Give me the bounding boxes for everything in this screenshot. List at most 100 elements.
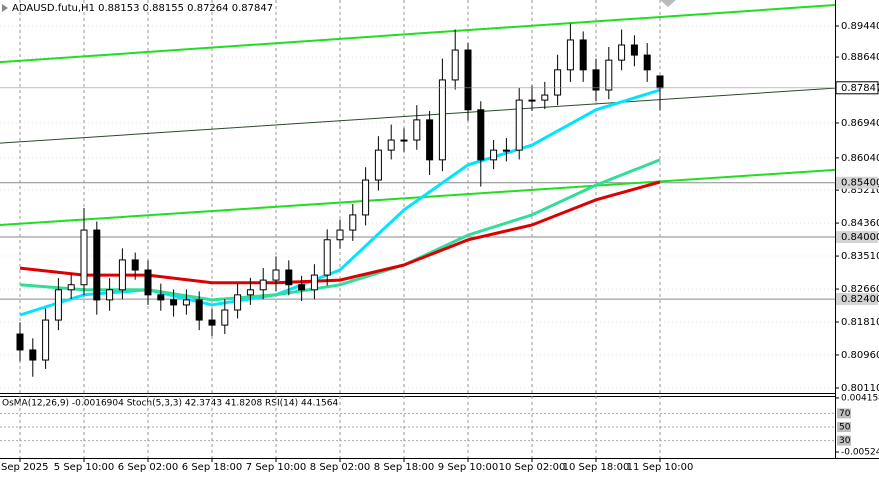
candle-body <box>29 349 37 361</box>
y-tick-label: 0.86940 <box>841 118 879 129</box>
candle-body <box>541 94 549 101</box>
candle-body <box>118 259 126 291</box>
candle-body <box>528 99 536 102</box>
shift-marker <box>660 0 676 7</box>
x-tick-label: 6 Sep 18:00 <box>182 462 242 473</box>
candle-body <box>80 229 88 286</box>
candle-body <box>490 149 498 161</box>
price-panel <box>0 0 836 458</box>
indicator-level-label: 30 <box>839 436 851 446</box>
candle-body <box>413 119 421 141</box>
candle-body <box>515 99 523 151</box>
candle-body <box>272 269 280 281</box>
level-label: 0.84000 <box>841 232 879 243</box>
moving-average <box>19 158 661 302</box>
candle-body <box>170 299 178 306</box>
candle-body <box>323 239 331 276</box>
candle-body <box>400 139 408 142</box>
level-label-box <box>836 231 878 244</box>
indicator-level-box <box>837 435 851 446</box>
candle-body <box>157 294 165 301</box>
candle-body <box>349 214 357 231</box>
y-tick-label: 0.89440 <box>841 21 879 32</box>
trendline <box>0 4 836 64</box>
x-tick-label: 8 Sep 02:00 <box>310 462 370 473</box>
x-tick-label: 10 Sep 02:00 <box>499 462 566 473</box>
candle-body <box>605 59 613 91</box>
indicator-tick-label: -0.00524 <box>841 448 879 458</box>
moving-average <box>19 88 661 317</box>
candle-body <box>579 39 587 71</box>
candle-body <box>298 284 306 291</box>
candle-body <box>93 229 101 301</box>
indicator-level-box <box>837 408 851 419</box>
x-tick-label: 8 Sep 18:00 <box>374 462 434 473</box>
candle-body <box>285 269 293 286</box>
candle-body <box>477 109 485 161</box>
y-tick-label: 0.88640 <box>841 52 879 63</box>
x-tick-label: 6 Sep 02:00 <box>118 462 178 473</box>
candle-body <box>362 179 370 216</box>
y-tick-label: 0.85210 <box>841 185 879 196</box>
y-tick-label: 0.83510 <box>841 251 879 262</box>
candle-body <box>566 39 574 71</box>
chart-title: ADAUSD.futu,H1 0.88153 0.88155 0.87264 0… <box>12 3 273 14</box>
candle-body <box>464 49 472 111</box>
moving-average <box>19 180 661 285</box>
candle-body <box>221 309 229 326</box>
candle-body <box>630 44 638 56</box>
candle-body <box>438 79 446 161</box>
level-label-box <box>836 293 878 306</box>
candle-body <box>106 289 114 301</box>
last-price-box <box>835 81 879 95</box>
candle-body <box>336 229 344 241</box>
last-price-label: 0.87847 <box>841 83 879 94</box>
candle-body <box>592 69 600 91</box>
indicator-level-label: 70 <box>839 409 851 419</box>
x-tick-label: 7 Sep 10:00 <box>246 462 306 473</box>
candle-body <box>387 139 395 151</box>
y-tick-label: 0.86040 <box>841 153 879 164</box>
indicator-title: OsMA(12,26,9) -0.0016904 Stoch(5,3,3) 42… <box>2 399 338 409</box>
candle-body <box>643 54 651 71</box>
y-tick-label: 0.80960 <box>841 350 879 361</box>
candle-body <box>374 149 382 181</box>
y-tick-label: 0.82660 <box>841 284 879 295</box>
candle-body <box>234 294 242 311</box>
candle-body <box>16 333 24 351</box>
x-tick-label: 9 Sep 10:00 <box>438 462 498 473</box>
candle-body <box>656 75 664 89</box>
indicator-tick-label: 0.004154 <box>841 394 879 404</box>
x-tick-label: 11 Sep 10:00 <box>627 462 694 473</box>
level-label: 0.82400 <box>841 294 879 305</box>
level-label: 0.85400 <box>841 178 879 189</box>
candle-body <box>131 259 139 271</box>
candle-body <box>618 44 626 61</box>
trendline <box>0 168 836 227</box>
x-tick-label: 4 Sep 2025 <box>0 462 49 473</box>
candle-body <box>42 319 50 361</box>
y-tick-label: 0.84360 <box>841 218 879 229</box>
candle-body <box>451 49 459 81</box>
candle-body <box>182 299 190 306</box>
candle-body <box>554 69 562 96</box>
indicator-level-box <box>837 422 851 432</box>
symbol-icon <box>2 4 8 12</box>
level-label-box <box>836 176 878 189</box>
candle-body <box>144 269 152 296</box>
candle-body <box>246 289 254 296</box>
trendline <box>0 87 836 144</box>
candle-body <box>502 149 510 152</box>
candle-body <box>426 119 434 161</box>
indicator-level-label: 50 <box>839 423 851 433</box>
candle-body <box>259 279 267 291</box>
candle-body <box>67 284 75 291</box>
x-tick-label: 5 Sep 10:00 <box>54 462 114 473</box>
x-tick-label: 10 Sep 18:00 <box>563 462 630 473</box>
candle-body <box>54 289 62 321</box>
candle-body <box>208 319 216 326</box>
candle-body <box>310 274 318 291</box>
y-tick-label: 0.80110 <box>841 383 879 394</box>
candle-body <box>195 299 203 321</box>
